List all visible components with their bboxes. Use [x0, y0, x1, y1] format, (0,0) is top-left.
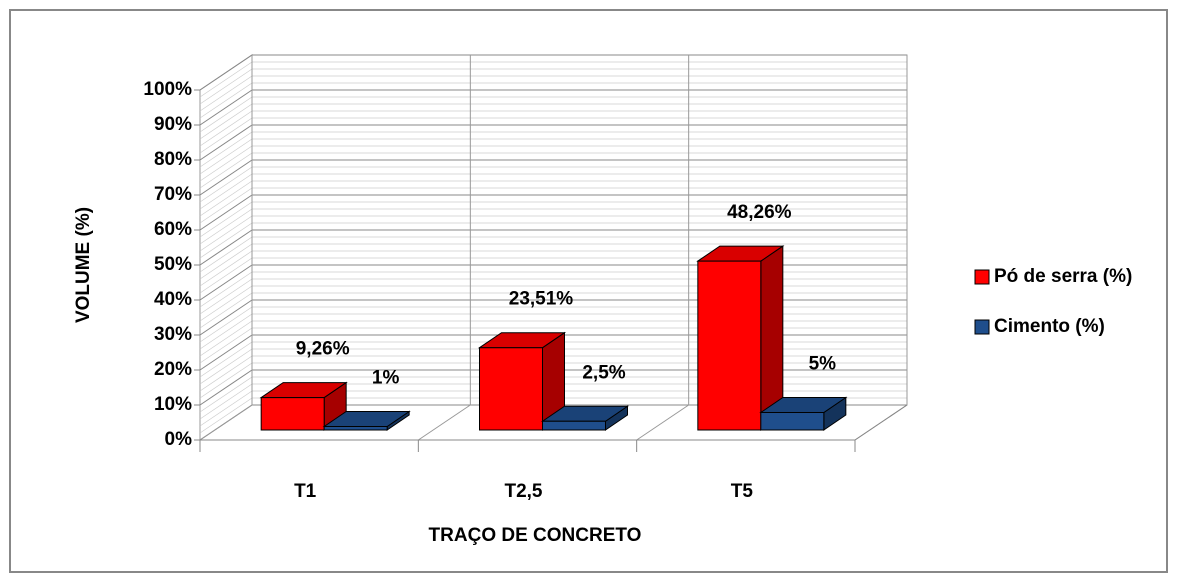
- minor-grid-line: [199, 75, 253, 112]
- y-tick-label: 70%: [154, 184, 192, 205]
- minor-grid-line: [199, 110, 253, 147]
- data-label: 9,26%: [296, 339, 350, 360]
- minor-grid-line: [199, 320, 253, 357]
- grid-line: [199, 334, 253, 371]
- minor-grid-line: [199, 215, 253, 252]
- minor-grid-line: [199, 292, 253, 329]
- x-axis-label: TRAÇO DE CONCRETO: [429, 525, 642, 546]
- minor-grid-line: [199, 187, 253, 224]
- data-label: 2,5%: [582, 362, 625, 383]
- x-tick-label: T2,5: [504, 481, 542, 502]
- grid-line: [199, 194, 253, 231]
- legend-label: Cimento (%): [994, 316, 1105, 337]
- data-label: 5%: [809, 354, 837, 375]
- minor-grid-line: [199, 327, 253, 364]
- y-tick-label: 0%: [165, 429, 193, 450]
- y-tick-label: 10%: [154, 394, 192, 415]
- floor-edge: [854, 404, 908, 441]
- grid-line: [199, 229, 253, 266]
- bar: [322, 410, 411, 431]
- minor-grid-line: [199, 61, 253, 98]
- data-label: 1%: [372, 368, 400, 389]
- grid-line: [199, 299, 253, 336]
- y-tick-label: 40%: [154, 289, 192, 310]
- minor-grid-line: [199, 390, 253, 427]
- minor-grid-line: [199, 166, 253, 203]
- minor-grid-line: [199, 285, 253, 322]
- grid-line: [199, 89, 253, 126]
- minor-grid-line: [199, 278, 253, 315]
- data-label: 23,51%: [509, 289, 574, 310]
- minor-grid-line: [199, 138, 253, 175]
- minor-grid-line: [199, 96, 253, 133]
- minor-grid-line: [199, 313, 253, 350]
- y-tick-label: 80%: [154, 149, 192, 170]
- minor-grid-line: [199, 271, 253, 308]
- minor-grid-line: [199, 117, 253, 154]
- grid-line: [199, 159, 253, 196]
- y-axis-label: VOLUME (%): [73, 207, 94, 323]
- legend-label: Pó de serra (%): [994, 266, 1132, 287]
- legend-swatch: [974, 319, 990, 335]
- x-tick-label: T5: [731, 481, 754, 502]
- grid-line: [199, 54, 253, 91]
- bar-face: [479, 347, 543, 431]
- minor-grid-line: [199, 103, 253, 140]
- minor-grid-line: [199, 82, 253, 119]
- bar-face: [542, 420, 606, 431]
- minor-grid-line: [199, 243, 253, 280]
- minor-grid-line: [199, 362, 253, 399]
- bar: [259, 381, 348, 431]
- y-tick-label: 20%: [154, 359, 192, 380]
- minor-grid-line: [199, 180, 253, 217]
- minor-grid-line: [199, 341, 253, 378]
- y-tick-label: 50%: [154, 254, 192, 275]
- minor-grid-line: [199, 173, 253, 210]
- bar: [696, 245, 785, 431]
- bar: [759, 396, 848, 431]
- bar-face: [260, 397, 325, 431]
- legend-swatch: [974, 269, 990, 285]
- minor-grid-line: [199, 383, 253, 420]
- y-tick-label: 60%: [154, 219, 192, 240]
- minor-grid-line: [199, 257, 253, 294]
- minor-grid-line: [199, 201, 253, 238]
- bar-face: [323, 426, 388, 431]
- bar: [540, 405, 630, 431]
- floor-divider: [418, 404, 471, 441]
- y-tick-label: 30%: [154, 324, 192, 345]
- bar-face: [697, 260, 762, 431]
- floor-divider: [199, 404, 253, 441]
- minor-grid-line: [199, 145, 253, 182]
- minor-grid-line: [199, 250, 253, 287]
- floor-divider: [636, 404, 689, 441]
- minor-grid-line: [199, 68, 253, 105]
- y-tick-label: 90%: [154, 114, 192, 135]
- y-tick-label: 100%: [143, 79, 192, 100]
- grid-line: [199, 369, 253, 406]
- minor-grid-line: [199, 348, 253, 385]
- minor-grid-line: [199, 131, 253, 168]
- minor-grid-line: [199, 208, 253, 245]
- grid-line: [199, 124, 253, 161]
- minor-grid-line: [199, 236, 253, 273]
- minor-grid-line: [199, 376, 253, 413]
- data-label: 48,26%: [727, 202, 792, 223]
- bar: [477, 331, 567, 431]
- minor-grid-line: [199, 222, 253, 259]
- x-tick-label: T1: [294, 481, 317, 502]
- minor-grid-line: [199, 152, 253, 189]
- minor-grid-line: [199, 355, 253, 392]
- minor-grid-line: [199, 397, 253, 434]
- bar-face: [760, 412, 825, 431]
- grid-line: [199, 264, 253, 301]
- minor-grid-line: [199, 306, 253, 343]
